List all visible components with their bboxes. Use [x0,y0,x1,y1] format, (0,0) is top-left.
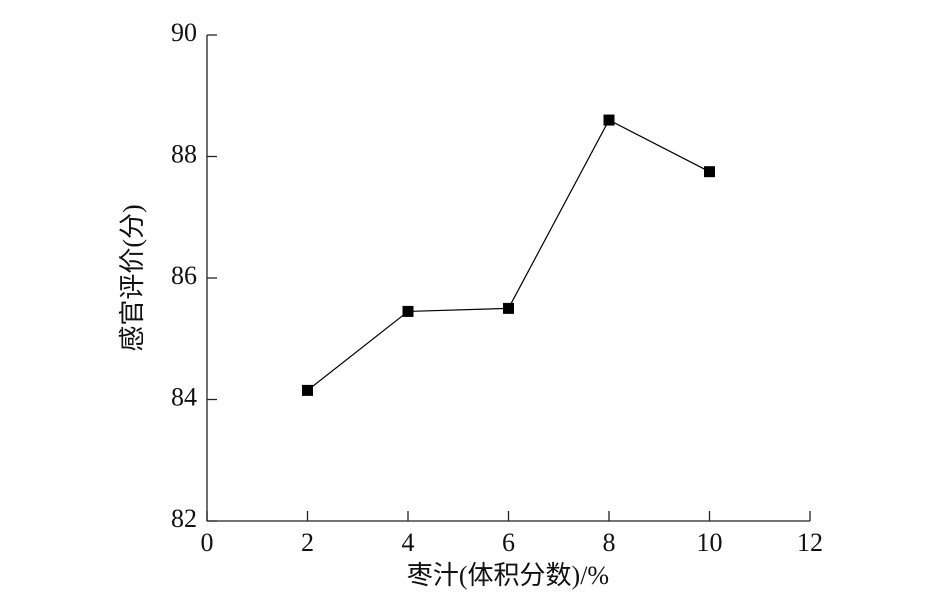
x-tick-label: 4 [402,528,415,557]
y-tick-label: 90 [171,18,197,47]
y-axis-label: 感官评价(分) [118,204,147,351]
data-point [302,384,313,396]
x-tick-label: 6 [502,528,515,557]
x-tick-label: 8 [603,528,616,557]
x-tick-label: 12 [797,528,823,557]
y-tick-label: 86 [171,261,197,290]
data-point [402,305,414,317]
y-tick-label: 84 [171,382,197,411]
data-line [307,119,710,391]
y-tick-label: 88 [171,139,197,168]
data-point [503,302,514,314]
x-tick-label: 0 [201,528,214,557]
x-tick-label: 10 [697,528,723,557]
y-tick-label: 82 [171,504,197,533]
data-point [704,166,715,178]
x-tick-label: 2 [301,528,314,557]
x-axis-label: 枣汁(体积分数)/% [407,561,609,590]
data-point [603,114,615,126]
